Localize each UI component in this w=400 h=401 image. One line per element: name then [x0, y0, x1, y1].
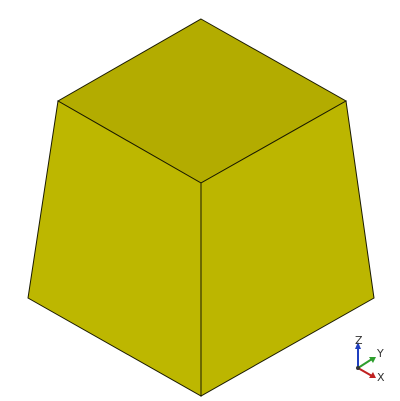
- triad-origin: [356, 366, 360, 370]
- axis-triad-icon: [355, 342, 376, 378]
- x-axis-label: X: [377, 371, 385, 384]
- y-axis-arrow: [369, 357, 376, 363]
- axis-triad: Z Y X: [346, 332, 400, 392]
- x-axis-arrow: [369, 372, 376, 378]
- x-axis-line: [357, 367, 373, 377]
- y-axis-line: [357, 358, 373, 369]
- z-axis-label: Z: [355, 334, 363, 347]
- y-axis-label: Y: [377, 347, 384, 360]
- z-axis-arrow: [355, 342, 361, 349]
